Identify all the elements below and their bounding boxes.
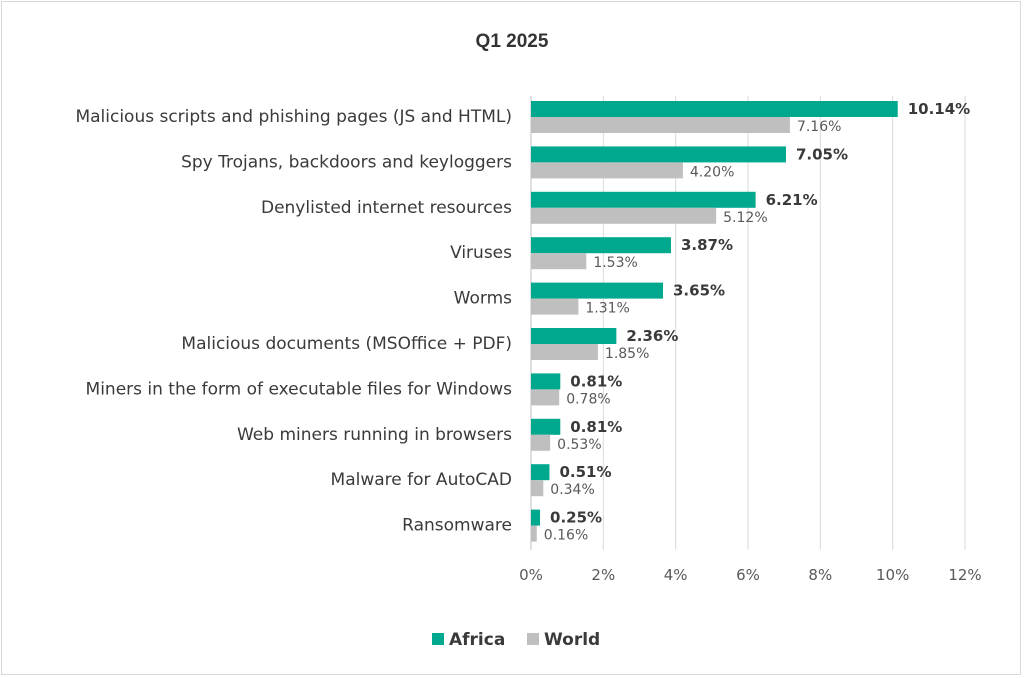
category-label: Viruses — [450, 243, 512, 263]
data-label-world: 1.53% — [593, 255, 637, 271]
chart-title: Q1 2025 — [476, 31, 549, 52]
bar-world — [531, 298, 579, 315]
data-label-africa: 3.87% — [681, 236, 733, 254]
bar-world — [531, 344, 598, 360]
data-label-africa: 3.65% — [673, 282, 725, 300]
data-label-world: 1.85% — [605, 346, 649, 362]
legend-swatch-world — [527, 633, 539, 645]
data-label-africa: 0.81% — [570, 418, 622, 436]
bar-africa — [531, 328, 617, 344]
category-label: Web miners running in browsers — [237, 425, 512, 445]
bar-africa — [531, 191, 756, 208]
bar-world — [531, 480, 544, 497]
category-label: Denylisted internet resources — [261, 198, 512, 218]
data-label-world: 7.16% — [797, 119, 841, 135]
bar-africa — [531, 101, 898, 117]
bar-africa — [531, 373, 561, 390]
x-tick-label: 12% — [948, 566, 981, 584]
bar-world — [531, 162, 683, 179]
data-label-africa: 0.81% — [570, 372, 622, 390]
data-label-africa: 2.36% — [626, 327, 678, 345]
data-label-world: 0.78% — [566, 391, 610, 407]
bar-africa — [531, 282, 664, 299]
category-label: Worms — [454, 289, 512, 309]
x-tick-label: 6% — [736, 566, 760, 584]
bar-africa — [531, 464, 550, 481]
legend-swatch-africa — [432, 633, 444, 645]
x-tick-label: 10% — [876, 566, 909, 584]
category-label: Malware for AutoCAD — [331, 470, 512, 490]
category-label: Spy Trojans, backdoors and keyloggers — [181, 152, 512, 172]
bars — [531, 101, 898, 542]
category-label: Malicious documents (MSOffice + PDF) — [181, 334, 512, 354]
bar-africa — [531, 146, 786, 163]
x-tick-label: 8% — [808, 566, 832, 584]
bar-world — [531, 525, 537, 542]
data-label-world: 5.12% — [723, 210, 767, 226]
bar-world — [531, 253, 587, 270]
bar-world — [531, 389, 560, 406]
x-tick-label: 2% — [591, 566, 615, 584]
category-label: Malicious scripts and phishing pages (JS… — [75, 107, 512, 127]
bar-africa — [531, 237, 671, 254]
bar-africa — [531, 509, 541, 526]
x-tick-label: 0% — [519, 566, 543, 584]
legend: Africa World — [432, 630, 600, 650]
data-label-africa: 10.14% — [908, 100, 970, 118]
data-label-world: 1.31% — [585, 301, 629, 317]
bar-world — [531, 207, 717, 224]
data-label-africa: 0.51% — [559, 463, 611, 481]
bar-world — [531, 434, 551, 451]
data-label-world: 4.20% — [690, 164, 734, 180]
x-tick-label: 4% — [664, 566, 688, 584]
data-label-world: 0.53% — [557, 437, 601, 453]
labels: Malicious scripts and phishing pages (JS… — [75, 100, 970, 544]
bar-world — [531, 117, 790, 133]
legend-label-world: World — [544, 630, 600, 650]
category-label: Ransomware — [402, 516, 512, 536]
data-label-africa: 6.21% — [766, 191, 818, 209]
bar-africa — [531, 418, 561, 435]
data-label-world: 0.34% — [550, 482, 594, 498]
data-label-africa: 7.05% — [796, 145, 848, 163]
legend-label-africa: Africa — [449, 630, 505, 650]
category-label: Miners in the form of executable files f… — [86, 379, 513, 399]
data-label-africa: 0.25% — [550, 509, 602, 527]
data-label-world: 0.16% — [544, 528, 588, 544]
